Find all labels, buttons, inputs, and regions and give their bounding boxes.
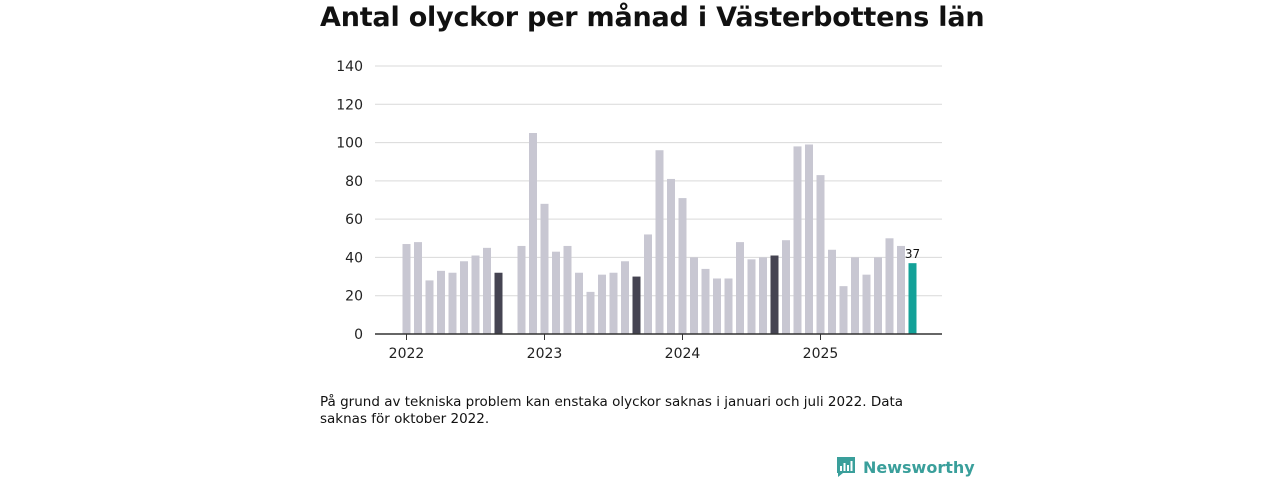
bar-2025-01 [816,175,825,334]
x-tick-label: 2025 [803,346,839,362]
y-tick-label: 120 [336,97,363,113]
bar-2024-07 [747,259,756,334]
bar-2025-03 [839,286,848,334]
bar-2022-08 [483,247,491,334]
bar-2025-07 [885,238,894,334]
brand-name: Newsworthy [863,457,975,477]
bar-2024-03 [701,268,710,334]
bar-2025-06 [874,257,882,334]
bar-2025-08 [897,245,905,334]
bar-series [402,133,917,334]
y-tick-label: 80 [345,174,363,190]
bar-2023-10 [644,234,652,334]
bar-2023-06 [598,274,606,334]
bar-2022-07 [471,255,480,334]
bar-2024-08 [759,257,767,334]
bar-2023-01 [540,203,549,334]
bar-2024-09 [770,255,779,334]
bar-2025-05 [862,274,871,334]
bar-2022-02 [414,242,422,334]
bar-2022-11 [517,245,526,334]
y-axis-ticks: 0 20 40 60 80 100 120 140 [336,59,363,343]
bar-2022-12 [529,133,537,334]
chart-title: Antal olyckor per månad i Västerbottens … [320,2,985,33]
x-tick-label: 2022 [389,346,425,362]
y-tick-label: 60 [345,212,363,228]
bar-2024-02 [690,257,698,334]
bar-2023-09 [632,276,641,334]
data-labels: 37 [905,247,920,261]
bar-2022-03 [425,280,434,334]
y-tick-label: 20 [345,289,363,305]
y-tick-label: 140 [336,59,363,75]
bar-2024-06 [736,242,744,334]
bar-2024-05 [724,278,733,334]
bar-2023-12 [667,178,675,334]
bar-2023-04 [575,272,583,334]
bar-2025-02 [828,249,836,334]
bar-2023-07 [609,272,618,334]
bar-2022-04 [437,270,445,334]
bar-2022-09 [494,272,503,334]
bar-2025-09 [908,263,917,334]
bar-2023-11 [655,150,664,334]
y-tick-label: 0 [354,327,363,343]
newsworthy-logo-icon [837,457,855,477]
x-tick-label: 2023 [527,346,563,362]
y-tick-label: 40 [345,250,363,266]
bar-2022-01 [402,244,411,334]
bar-2023-02 [552,251,560,334]
bar-2023-05 [586,291,595,334]
bar-2024-01 [678,198,687,334]
footnote: På grund av tekniska problem kan enstaka… [320,394,904,427]
bar-2024-04 [713,278,721,334]
x-tick-label: 2024 [665,346,701,362]
bar-2023-08 [621,261,629,334]
bar-value-label: 37 [905,247,920,261]
bar-2024-11 [793,146,802,334]
bar-2022-05 [448,272,457,334]
brand-logo: Newsworthy [835,455,975,479]
bar-2024-12 [805,144,813,334]
bar-2025-04 [851,257,859,334]
bar-2024-10 [782,240,790,334]
x-axis: 2022 2023 2024 2025 [375,333,942,362]
bar-2023-03 [563,245,572,334]
y-tick-label: 100 [336,136,363,152]
bar-2022-06 [460,261,468,334]
